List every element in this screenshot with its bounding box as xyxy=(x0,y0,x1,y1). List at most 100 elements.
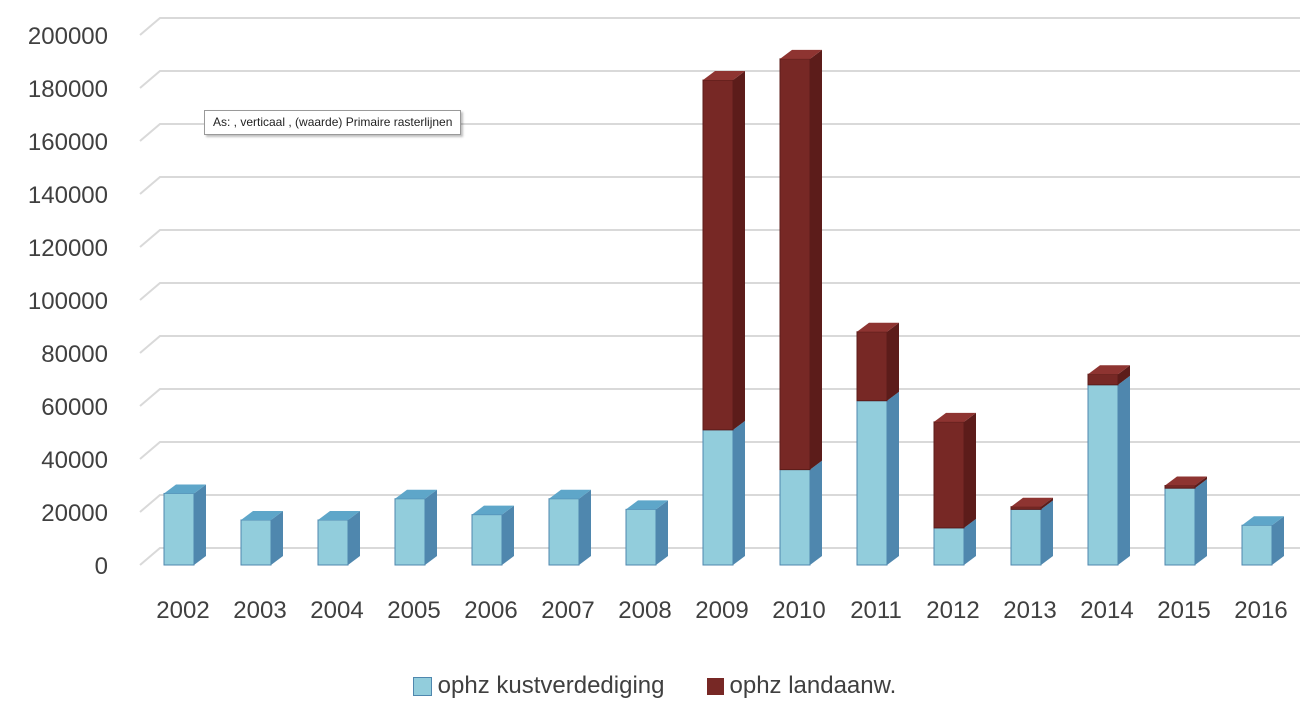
bar-landaanw-side xyxy=(1118,365,1130,385)
y-tick-label: 60000 xyxy=(41,394,108,421)
bar-landaanw-front xyxy=(856,331,888,402)
bar-landaanw-top xyxy=(780,49,822,59)
bar-kustverdediging-top xyxy=(472,505,514,515)
gridline xyxy=(139,388,1300,407)
gridline xyxy=(139,547,1300,566)
bar-kustverdediging-side xyxy=(810,460,822,565)
bar-kustverdediging-top xyxy=(164,484,206,494)
x-tick-label: 2009 xyxy=(695,597,748,624)
bar-kustverdediging-front xyxy=(779,469,811,566)
y-tick-label: 200000 xyxy=(28,23,108,50)
bar-landaanw-top xyxy=(703,71,745,81)
gridline xyxy=(139,441,1300,460)
bar-kustverdediging-front xyxy=(548,498,580,566)
legend: ophz kustverdediging ophz landaanw. xyxy=(0,672,1309,700)
gridline xyxy=(139,70,1300,89)
x-tick-label: 2003 xyxy=(233,597,286,624)
y-tick-label: 140000 xyxy=(28,182,108,209)
bar-kustverdediging-side xyxy=(348,510,360,565)
legend-label-kustverdediging: ophz kustverdediging xyxy=(437,672,665,699)
y-tick-label: 160000 xyxy=(28,129,108,156)
bar-landaanw-side xyxy=(1195,476,1207,489)
bar-kustverdediging-front xyxy=(163,492,195,566)
gridline xyxy=(139,176,1300,195)
bar-kustverdediging-front xyxy=(394,498,426,566)
bar-kustverdediging-front xyxy=(1087,384,1119,566)
x-tick-label: 2013 xyxy=(1003,597,1056,624)
gridline xyxy=(139,282,1300,301)
gridline xyxy=(139,494,1300,513)
x-tick-label: 2016 xyxy=(1234,597,1287,624)
x-tick-label: 2005 xyxy=(387,597,440,624)
bar-kustverdediging-front xyxy=(317,519,349,566)
bar-kustverdediging-top xyxy=(626,500,668,510)
bar-kustverdediging-front xyxy=(625,508,657,566)
bar-landaanw-side xyxy=(810,49,822,470)
legend-item-kustverdediging: ophz kustverdediging xyxy=(412,672,665,700)
gridlines xyxy=(139,17,1300,566)
gridline xyxy=(139,229,1300,248)
legend-item-landaanw: ophz landaanw. xyxy=(706,672,896,700)
bar-landaanw-side xyxy=(964,412,976,528)
y-tick-label: 0 xyxy=(95,553,108,580)
y-tick-label: 20000 xyxy=(41,500,108,527)
y-tick-label: 180000 xyxy=(28,76,108,103)
bar-kustverdediging-front xyxy=(240,519,272,566)
x-tick-label: 2006 xyxy=(464,597,517,624)
bar-kustverdediging-front xyxy=(471,514,503,566)
y-tick-label: 40000 xyxy=(41,447,108,474)
bars xyxy=(163,49,1284,566)
x-tick-label: 2008 xyxy=(618,597,671,624)
gridline xyxy=(139,123,1300,142)
bar-kustverdediging-front xyxy=(1164,487,1196,566)
bar-landaanw-side xyxy=(1041,497,1053,510)
bar-landaanw-side xyxy=(733,71,745,430)
bar-kustverdediging-top xyxy=(241,510,283,520)
bar-kustverdediging-front xyxy=(1241,524,1273,566)
bar-kustverdediging-side xyxy=(425,489,437,565)
y-tick-label: 100000 xyxy=(28,288,108,315)
x-tick-label: 2010 xyxy=(772,597,825,624)
gridline-tooltip: As: , verticaal , (waarde) Primaire rast… xyxy=(204,110,462,135)
bar-kustverdediging-side xyxy=(1272,516,1284,565)
chart-svg: 0 20000 40000 60000 80000 100000 120000 140000 1… xyxy=(28,17,1300,624)
x-axis-tick-labels: 2002 2003 2004 2005 2006 2007 2008 2009 2010 2011… xyxy=(156,597,1287,624)
bar-kustverdediging-side xyxy=(733,420,745,565)
legend-swatch-kustverdediging xyxy=(412,676,432,696)
x-tick-label: 2014 xyxy=(1080,597,1133,624)
bar-kustverdediging-side xyxy=(502,505,514,565)
bar-kustverdediging-front xyxy=(1010,508,1042,566)
bar-landaanw-top xyxy=(857,322,899,332)
y-axis-tick-labels: 0 20000 40000 60000 80000 100000 120000 140000 1… xyxy=(28,23,108,580)
legend-swatch-landaanw xyxy=(706,677,724,695)
bar-kustverdediging-front xyxy=(702,429,734,566)
y-tick-label: 120000 xyxy=(28,235,108,262)
bar-kustverdediging-side xyxy=(271,510,283,565)
x-tick-label: 2012 xyxy=(926,597,979,624)
gridline xyxy=(139,17,1300,36)
bar-kustverdediging-side xyxy=(656,500,668,565)
bar-kustverdediging-front xyxy=(933,527,965,566)
bar-landaanw-top xyxy=(1011,497,1053,507)
x-tick-label: 2011 xyxy=(850,597,902,624)
bar-kustverdediging-top xyxy=(395,489,437,499)
bar-landaanw-top xyxy=(1088,365,1130,375)
bar-kustverdediging-side xyxy=(1041,500,1053,565)
bar-kustverdediging-side xyxy=(1118,375,1130,565)
bar-kustverdediging-side xyxy=(1195,479,1207,565)
bar-kustverdediging-top xyxy=(549,489,591,499)
bar-kustverdediging-top xyxy=(1242,516,1284,526)
bar-landaanw-front xyxy=(1164,485,1196,489)
bar-kustverdediging-top xyxy=(318,510,360,520)
bar-kustverdediging-side xyxy=(194,484,206,565)
bar-landaanw-side xyxy=(887,322,899,401)
bar-landaanw-front xyxy=(1010,506,1042,510)
x-tick-label: 2002 xyxy=(156,597,209,624)
bar-kustverdediging-side xyxy=(579,489,591,565)
bar-kustverdediging-front xyxy=(856,400,888,566)
bar-landaanw-top xyxy=(1165,476,1207,486)
bar-landaanw-front xyxy=(702,79,734,431)
bar-landaanw-front xyxy=(933,421,965,529)
x-tick-label: 2007 xyxy=(541,597,594,624)
gridline xyxy=(139,335,1300,354)
